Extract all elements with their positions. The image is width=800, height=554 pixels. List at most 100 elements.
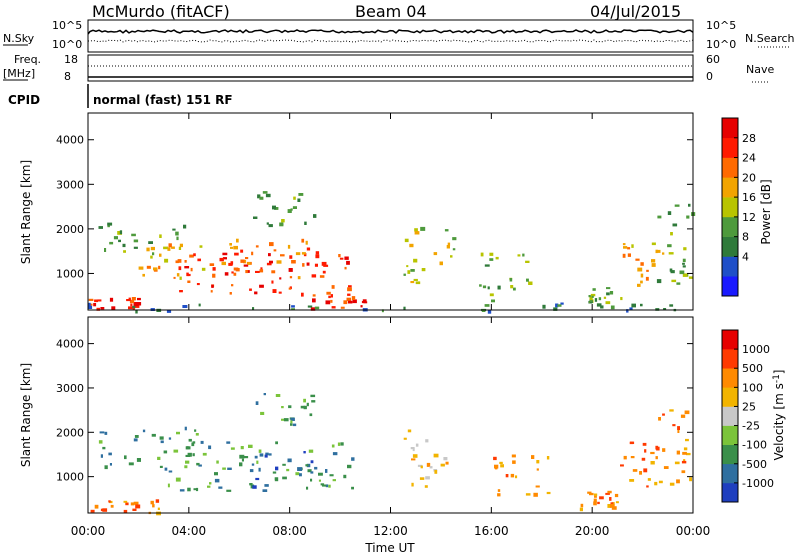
data-cell [306,262,310,266]
data-cell [610,305,615,310]
data-cell [669,482,675,486]
data-cell [240,249,244,253]
data-cell [292,206,297,209]
data-cell [650,461,655,465]
data-cell [443,457,448,461]
data-cell [231,284,234,287]
velocity-panel: Slant Range [km] 1000 2000 3000 4000 [19,316,694,516]
data-cell [185,460,190,464]
data-cell [199,245,203,248]
data-cell [123,500,128,503]
data-cell [328,484,331,488]
data-cell [525,260,530,263]
data-cell [311,400,316,403]
data-cell [88,298,94,301]
data-cell [268,253,271,257]
data-cell [263,393,266,396]
data-cell [171,246,175,249]
data-cell [688,203,691,207]
data-cell [484,264,490,267]
data-cell [224,272,229,276]
data-cell [260,411,265,415]
data-cell [176,236,179,241]
data-cell [655,308,660,311]
data-cell [295,472,300,476]
data-cell [487,286,490,290]
data-cell [484,304,490,307]
data-cell [288,405,292,409]
data-cell [234,252,239,256]
colorbar-swatch [722,463,738,484]
data-cell [314,306,320,310]
data-cell [118,239,121,243]
data-cell [218,486,223,489]
data-cell [274,207,279,210]
y-tick-label: 2000 [56,223,84,236]
data-cell [640,280,643,284]
data-cell [168,437,172,440]
cpid-label: CPID [8,93,40,107]
data-cell [133,501,139,505]
data-cell [640,273,644,278]
data-cell [222,252,228,256]
data-cell [303,398,306,403]
data-cell [255,477,260,481]
data-cell [182,305,188,308]
data-cell [272,289,277,293]
data-cell [212,273,216,278]
data-cell [279,277,282,280]
data-cell [291,308,295,311]
data-cell [126,299,131,302]
data-cell [150,500,154,505]
data-cell [593,501,597,506]
data-cell [212,267,216,271]
data-cell [209,482,212,485]
data-cell [620,297,623,301]
data-cell [248,444,253,448]
data-cell [187,452,192,457]
data-cell [287,244,291,249]
data-cell [275,441,278,445]
data-cell [158,265,161,270]
data-cell [303,253,307,257]
colorbar-tick-label: 20 [742,171,756,184]
nsky-panel-frame [87,19,694,53]
velocity-colorbar: 1000 500 100 25 -25 -100 -500 -1000 [721,329,774,503]
data-cell [200,440,204,444]
data-cell [681,460,687,464]
data-cell [298,193,304,196]
data-cell [344,266,347,270]
data-cell [196,283,200,286]
data-cell [671,279,677,283]
data-cell [363,301,368,304]
data-cell [420,465,423,469]
data-cell [598,297,602,301]
data-cell [275,394,281,397]
data-cell [104,431,108,435]
data-cell [202,452,207,456]
data-cell [329,474,334,477]
data-cell [590,293,596,297]
data-cell [132,306,135,311]
y-tick-label: 3000 [56,382,84,395]
data-cell [593,498,597,503]
x-tick-label: 12:00 [373,524,408,538]
data-cell [676,479,680,484]
data-cell [332,452,338,456]
data-cell [104,248,107,252]
data-cell [512,460,516,464]
data-cell [185,446,191,450]
data-cell [281,406,284,409]
data-cell [631,244,634,248]
data-cell [347,287,352,292]
data-cell [281,219,285,223]
data-cell [266,262,272,266]
data-cell [318,479,321,482]
data-cell [108,500,111,503]
data-cell [175,477,181,482]
data-cell [189,254,194,258]
data-cell [290,423,293,426]
data-cell [226,441,231,444]
data-cell [191,442,195,447]
data-cell [647,478,651,481]
